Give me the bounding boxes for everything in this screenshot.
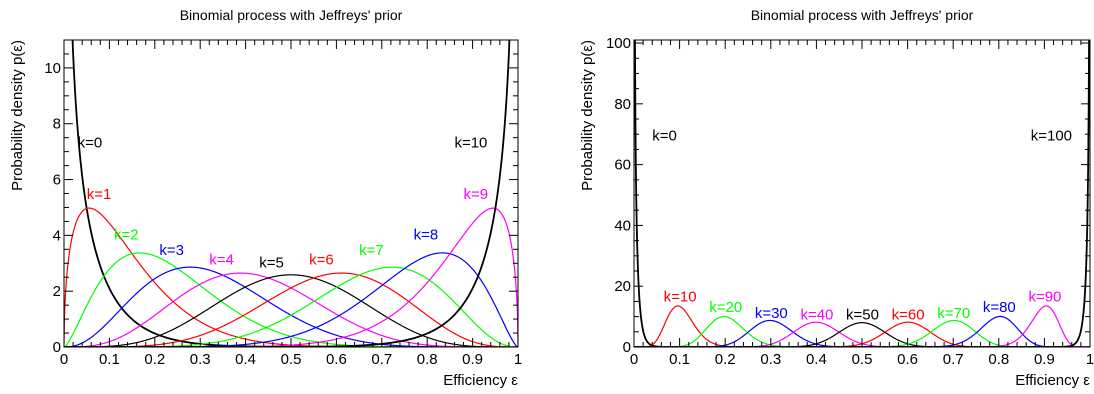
y-tick-label: 0: [623, 339, 631, 356]
series-line-k3: [64, 266, 518, 347]
y-tick-label: 8: [53, 116, 61, 133]
chart-panel-2: Binomial process with Jeffreys' prior 0 0.…: [579, 7, 1094, 389]
series-label-k6: k=6: [309, 252, 334, 269]
series-label-k70: k=70: [937, 305, 970, 322]
ticks: [633, 40, 1091, 348]
y-tick-label: 0: [53, 339, 61, 356]
chart-title: Binomial process with Jeffreys' prior: [751, 7, 974, 23]
series-label-k90: k=90: [1028, 288, 1061, 305]
x-tick-label: 0.1: [99, 351, 120, 368]
series-label-k80: k=80: [983, 299, 1016, 316]
x-tick-label: 0: [60, 351, 68, 368]
series-line-k2: [64, 252, 518, 347]
x-tick-label: 0.7: [371, 351, 392, 368]
y-tick-label: 4: [53, 227, 61, 244]
x-tick-label: 0.6: [326, 351, 347, 368]
y-tick-label: 100: [606, 35, 631, 52]
plot-frame: [633, 39, 1091, 348]
x-tick-label: 0.9: [462, 351, 483, 368]
x-tick-label: 0.5: [852, 351, 873, 368]
series-line-k10: [64, 40, 511, 347]
series-label-k8: k=8: [414, 227, 439, 244]
series-label-k0: k=0: [78, 134, 103, 151]
series-line-k10: [634, 305, 1090, 347]
x-tick-label: 0.2: [715, 351, 736, 368]
y-tick-label: 60: [614, 157, 631, 174]
x-tick-label: 0.7: [943, 351, 964, 368]
x-tick-label: 0.4: [806, 351, 827, 368]
series-line-k100: [634, 40, 1090, 347]
series-line-k8: [64, 252, 518, 347]
x-tick-label: 0.4: [235, 351, 256, 368]
y-tick-label: 20: [614, 278, 631, 295]
curves: [634, 40, 1090, 347]
series-line-k90: [634, 305, 1090, 347]
x-tick-label: 1: [1086, 351, 1094, 368]
x-tick-label: 0.6: [897, 351, 918, 368]
series-label-k30: k=30: [755, 305, 788, 322]
series-label-k40: k=40: [800, 307, 833, 324]
series-label-k10: k=10: [664, 288, 697, 305]
curves: [64, 40, 518, 347]
series-label-k5: k=5: [259, 254, 284, 271]
plot-frame: [63, 39, 519, 348]
series-line-k50: [634, 322, 1090, 347]
series-label-k2: k=2: [114, 227, 139, 244]
x-tick-label: 0.8: [417, 351, 438, 368]
chart-title: Binomial process with Jeffreys' prior: [180, 7, 403, 23]
x-tick-label: 0.1: [669, 351, 690, 368]
x-tick-label: 0.9: [1034, 351, 1055, 368]
series-label-k0: k=0: [652, 127, 677, 144]
x-tick-label: 0.2: [144, 351, 165, 368]
series-label-k7: k=7: [359, 242, 384, 259]
x-tick-label: 0.5: [281, 351, 302, 368]
series-label-k3: k=3: [159, 242, 184, 259]
series-label-k9: k=9: [464, 186, 489, 203]
series-label-k60: k=60: [892, 307, 925, 324]
series-label-k20: k=20: [709, 299, 742, 316]
x-axis-label: Efficiency ε: [1015, 372, 1090, 389]
x-tick-label: 0.3: [760, 351, 781, 368]
y-tick-label: 80: [614, 96, 631, 113]
y-axis-label: Probability density p(ε): [579, 40, 596, 191]
y-tick-label: 2: [53, 283, 61, 300]
x-axis-label: Efficiency ε: [443, 372, 518, 389]
y-axis-label: Probability density p(ε): [9, 40, 26, 191]
series-label-k4: k=4: [209, 252, 234, 269]
series-label-k10: k=10: [454, 134, 487, 151]
series-line-k5: [64, 274, 518, 347]
x-tick-label: 1: [514, 351, 522, 368]
y-tick-label: 6: [53, 172, 61, 189]
x-tick-label: 0.3: [190, 351, 211, 368]
series-label-k100: k=100: [1031, 127, 1072, 144]
series-line-k0: [634, 40, 1090, 347]
series-label-k50: k=50: [846, 307, 879, 324]
series-line-k20: [634, 315, 1090, 347]
series-line-k7: [64, 266, 518, 347]
series-line-k80: [634, 315, 1090, 347]
x-tick-label: 0.8: [988, 351, 1009, 368]
series-line-k0: [71, 40, 518, 347]
series-label-k1: k=1: [87, 186, 112, 203]
chart-panel-1: Binomial process with Jeffreys' prior 0 0.…: [9, 7, 522, 389]
x-tick-label: 0: [630, 351, 638, 368]
y-tick-label: 40: [614, 217, 631, 234]
ticks: [63, 39, 519, 348]
y-tick-label: 10: [44, 60, 61, 77]
